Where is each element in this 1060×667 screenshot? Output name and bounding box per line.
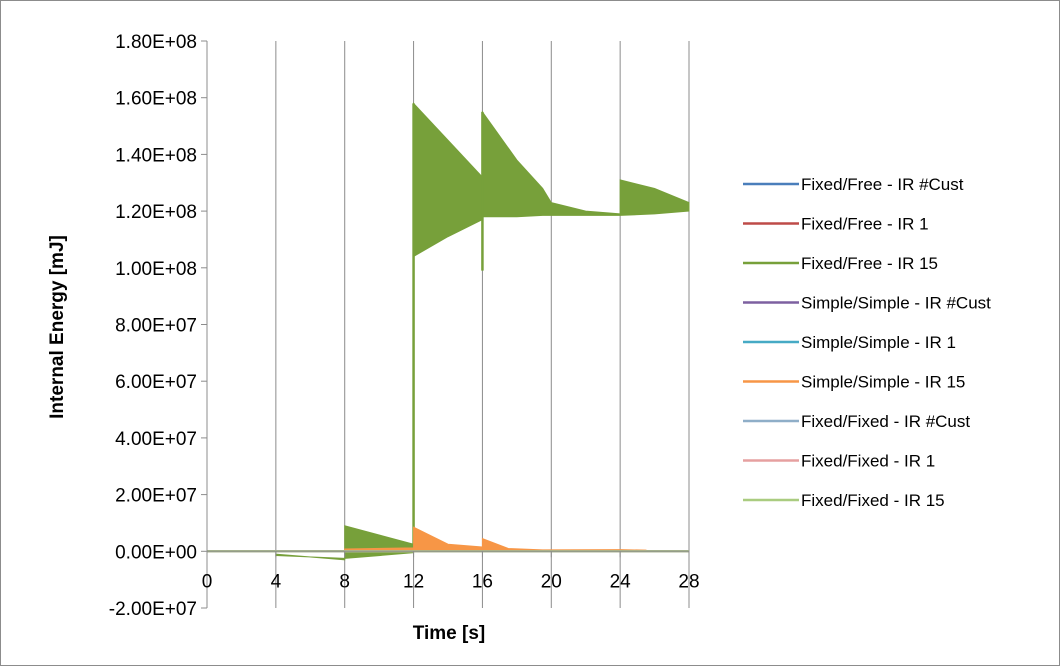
legend-entry: Fixed/Free - IR #Cust [743, 175, 964, 194]
x-tick-label: 20 [541, 571, 562, 592]
legend-entry: Fixed/Fixed - IR 1 [743, 452, 935, 471]
y-tick-label: 8.00E+07 [115, 316, 197, 337]
legend-label: Fixed/Free - IR 15 [801, 254, 938, 273]
legend-label: Fixed/Fixed - IR 15 [801, 491, 945, 510]
legend-label: Simple/Simple - IR 15 [801, 373, 965, 392]
x-tick-label: 16 [472, 571, 493, 592]
x-tick-label: 4 [271, 571, 282, 592]
legend-entry: Simple/Simple - IR 15 [743, 373, 965, 392]
axes: 1.80E+08 1.60E+08 1.40E+08 1.20E+08 1.00E+08… [109, 32, 700, 620]
x-tick-label: 24 [610, 571, 632, 592]
x-tick-label: 0 [202, 571, 213, 592]
y-tick-label: 1.00E+08 [115, 259, 197, 280]
legend-entry: Simple/Simple - IR 1 [743, 333, 956, 352]
legend-label: Simple/Simple - IR #Cust [801, 294, 991, 313]
y-tick-label: -2.00E+07 [109, 599, 197, 620]
y-tick-label: 6.00E+07 [115, 372, 197, 393]
legend-entry: Fixed/Free - IR 1 [743, 215, 929, 234]
legend-label: Fixed/Free - IR #Cust [801, 175, 964, 194]
legend-entry: Fixed/Fixed - IR 15 [743, 491, 945, 510]
y-tick-label: 2.00E+07 [115, 486, 197, 507]
x-axis-title: Time [s] [413, 623, 486, 644]
y-tick-label: 0.00E+00 [115, 542, 197, 563]
y-tick-label: 1.60E+08 [115, 89, 197, 110]
y-tick-label: 1.20E+08 [115, 202, 197, 223]
y-tick-label: 4.00E+07 [115, 429, 197, 450]
y-tick-label: 1.40E+08 [115, 145, 197, 166]
y-tick-label: 1.80E+08 [115, 32, 197, 53]
series-2 [275, 102, 690, 561]
legend-label: Fixed/Fixed - IR 1 [801, 452, 935, 471]
legend-entry: Fixed/Free - IR 15 [743, 254, 938, 273]
x-tick-label: 12 [403, 571, 424, 592]
legend: Fixed/Free - IR #Cust Fixed/Free - IR 1 Fi… [743, 175, 991, 510]
legend-entry: Simple/Simple - IR #Cust [743, 294, 991, 313]
legend-label: Simple/Simple - IR 1 [801, 333, 956, 352]
legend-entry: Fixed/Fixed - IR #Cust [743, 412, 970, 431]
plot-series [207, 102, 690, 561]
legend-label: Fixed/Free - IR 1 [801, 215, 929, 234]
x-tick-label: 8 [339, 571, 350, 592]
x-tick-label: 28 [678, 571, 699, 592]
legend-label: Fixed/Fixed - IR #Cust [801, 412, 970, 431]
y-axis-title: Internal Energy [mJ] [47, 235, 68, 419]
